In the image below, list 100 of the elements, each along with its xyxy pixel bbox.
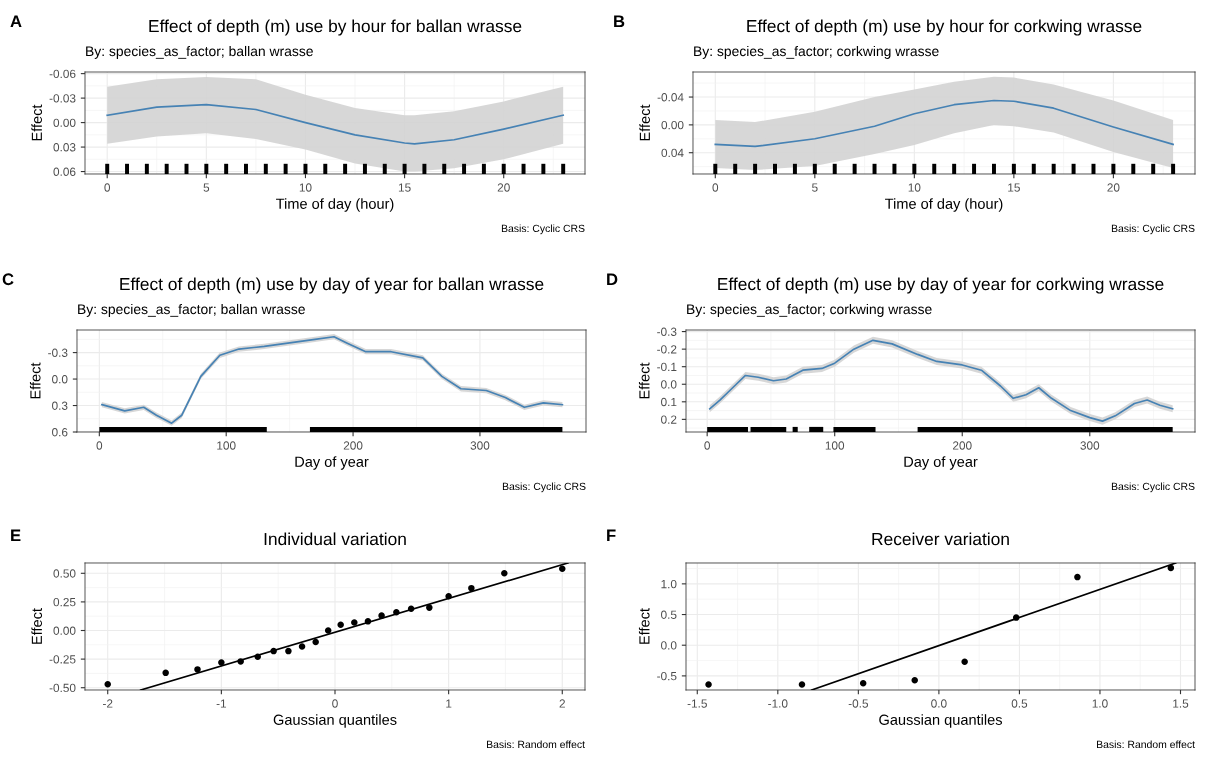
chart-subtitle: By: species_as_factor; ballan wrasse — [86, 45, 313, 59]
line-series — [714, 99, 1174, 148]
y-tick-label: -0.3 — [48, 348, 68, 357]
x-tick-label: 5 — [812, 183, 818, 192]
point — [378, 612, 385, 619]
y-tick-label: 0.06 — [53, 167, 76, 176]
y-axis-title: Effect — [638, 608, 650, 644]
y-tick-label: -0.25 — [49, 655, 76, 664]
point — [1012, 614, 1020, 621]
point — [237, 658, 244, 665]
y-tick-label: 0.04 — [661, 148, 684, 158]
y-tick-label: 0.0 — [661, 380, 677, 389]
point — [162, 669, 169, 677]
x-tick-label: -1 — [216, 699, 227, 708]
y-tick-label: 0.2 — [661, 415, 677, 424]
text: D — [607, 273, 618, 285]
y-tick-label: -0.03 — [49, 94, 76, 103]
x-tick-label: 0 — [96, 441, 103, 450]
y-tick-label: -0.50 — [49, 683, 76, 693]
chart-title: Individual variation — [264, 532, 406, 546]
point — [351, 619, 358, 626]
x-tick-label: 15 — [1008, 183, 1020, 192]
x-tick-label: 20 — [497, 183, 510, 192]
text: Basis: Cyclic CRS — [501, 224, 585, 235]
text: Basis: Random effect — [1097, 740, 1195, 749]
y-tick-label: 0.03 — [53, 143, 76, 152]
point — [445, 592, 452, 600]
text: F — [607, 529, 616, 541]
x-axis-title: Gaussian quantiles — [879, 714, 1002, 728]
x-tick-label: 0.0 — [931, 699, 947, 708]
point — [218, 659, 225, 666]
chart-title: Effect of depth (m) use by day of year for corkwing wrasse — [718, 277, 1164, 294]
x-tick-label: 300 — [1080, 441, 1100, 450]
text: A — [10, 15, 22, 27]
x-tick-label: -1.5 — [687, 699, 707, 708]
x-tick-label: 2 — [559, 699, 565, 708]
y-axis-title: Effect — [31, 104, 43, 141]
x-axis-title: Gaussian quantiles — [273, 714, 397, 728]
x-tick-label: 300 — [470, 441, 490, 450]
text: Basis: Cyclic CRS — [502, 482, 586, 493]
point — [364, 618, 372, 625]
point — [194, 666, 201, 673]
point — [559, 565, 566, 572]
chart-subtitle: By: species_as_factor; corkwing wrasse — [694, 45, 939, 59]
chart-title: Effect of depth (m) use by hour for ballan wrasse — [149, 19, 522, 36]
point — [337, 621, 344, 629]
x-tick-label: 200 — [343, 441, 363, 450]
x-tick-label: 0 — [332, 699, 338, 708]
x-tick-label: 10 — [908, 183, 921, 192]
y-tick-label: 0.0 — [661, 641, 677, 650]
point — [426, 604, 433, 611]
chart-title: Effect of depth (m) use by hour for corkwing wrasse — [747, 19, 1142, 36]
point — [1074, 573, 1081, 581]
y-tick-label: -0.5 — [657, 671, 677, 681]
y-axis-title: Effect — [31, 608, 43, 644]
y-tick-label: 1.0 — [661, 579, 677, 589]
x-tick-label: 20 — [1107, 183, 1120, 192]
point — [254, 653, 261, 661]
y-axis-title: Effect — [638, 362, 650, 399]
x-tick-label: 10 — [299, 183, 312, 192]
y-tick-label: 0.00 — [53, 626, 76, 635]
chart-title: Effect of depth (m) use by day of year for ballan wrasse — [120, 277, 544, 294]
y-tick-label: 0.0 — [52, 375, 68, 384]
line-series — [106, 103, 565, 145]
text: Basis: Cyclic CRS — [1111, 482, 1195, 493]
y-tick-label: 0.00 — [661, 120, 684, 130]
x-tick-label: -0.5 — [848, 699, 869, 708]
point — [961, 658, 968, 666]
x-axis-title: Time of day (hour) — [885, 198, 1003, 212]
y-tick-label: 0.1 — [661, 397, 677, 407]
chart-title: Receiver variation — [872, 532, 1009, 546]
x-tick-label: 0.5 — [1011, 699, 1028, 708]
text: C — [2, 273, 14, 286]
point — [270, 647, 277, 655]
point — [104, 681, 111, 688]
x-tick-label: 100 — [217, 441, 236, 450]
x-tick-label: -2 — [103, 699, 113, 708]
x-tick-label: -1.0 — [768, 699, 788, 708]
x-tick-label: 100 — [825, 441, 845, 450]
y-tick-label: 0.3 — [52, 401, 68, 410]
chart-subtitle: By: species_as_factor; corkwing wrasse — [687, 303, 932, 317]
point — [285, 647, 292, 655]
point — [911, 676, 918, 684]
point — [798, 681, 806, 688]
y-tick-label: 0.25 — [53, 597, 76, 607]
y-axis-title: Effect — [29, 362, 41, 399]
y-tick-label: 0.5 — [661, 610, 677, 619]
x-axis-title: Day of year — [904, 456, 978, 470]
text: Basis: Cyclic CRS — [1111, 224, 1195, 235]
x-tick-label: 0 — [704, 441, 710, 450]
point — [324, 627, 332, 634]
text: B — [614, 15, 625, 27]
point — [1167, 564, 1175, 572]
y-tick-label: -0.2 — [657, 345, 677, 354]
x-tick-label: 1 — [446, 699, 452, 708]
x-axis-title: Time of day (hour) — [276, 198, 394, 212]
y-tick-label: 0.00 — [53, 118, 76, 127]
y-axis-title: Effect — [639, 104, 651, 141]
x-tick-label: 1.0 — [1092, 699, 1108, 708]
x-tick-label: 200 — [952, 441, 972, 450]
